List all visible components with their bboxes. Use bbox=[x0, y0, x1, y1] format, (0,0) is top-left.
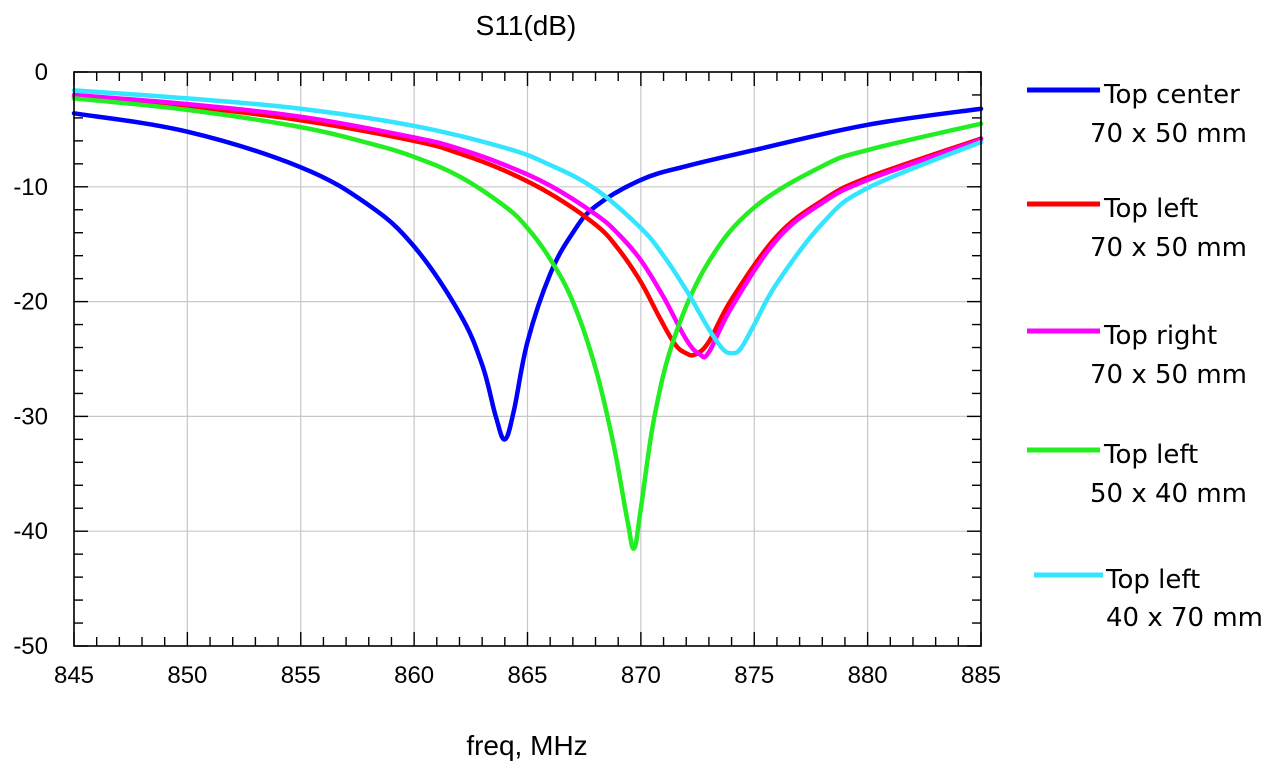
series-layer bbox=[71, 88, 984, 551]
x-tick-label: 850 bbox=[167, 662, 207, 689]
x-tick-labels: 845 850 855 860 865 870 875 880 885 bbox=[54, 662, 1001, 689]
x-tick-label: 845 bbox=[54, 662, 94, 689]
x-tick-label: 870 bbox=[621, 662, 661, 689]
x-tick-label: 860 bbox=[394, 662, 434, 689]
x-tick-label: 885 bbox=[961, 662, 1001, 689]
legend-item-3: Top right 70 x 50 mm bbox=[1027, 321, 1247, 390]
legend-sublabel: 70 x 50 mm bbox=[1090, 360, 1247, 390]
series-line-4 bbox=[71, 96, 984, 551]
legend-sublabel: 50 x 40 mm bbox=[1090, 479, 1247, 509]
legend-sublabel: 40 x 70 mm bbox=[1106, 603, 1263, 633]
y-tick-labels: 0 -10 -20 -30 -40 -50 bbox=[13, 59, 48, 660]
legend-item-2: Top left 70 x 50 mm bbox=[1027, 194, 1247, 263]
series-line-3 bbox=[71, 92, 984, 360]
legend-item-4: Top left 50 x 40 mm bbox=[1027, 440, 1247, 509]
x-axis-label: freq, MHz bbox=[466, 730, 587, 761]
series-line-1 bbox=[71, 106, 984, 442]
series-line-2 bbox=[71, 95, 984, 358]
chart-title: S11(dB) bbox=[476, 10, 577, 41]
plot-border bbox=[73, 71, 982, 647]
x-tick-label: 875 bbox=[734, 662, 774, 689]
legend-sublabel: 70 x 50 mm bbox=[1090, 119, 1247, 149]
y-tick-label: -10 bbox=[13, 174, 48, 201]
legend-item-5: Top left 40 x 70 mm bbox=[1034, 565, 1263, 633]
y-tick-label: 0 bbox=[35, 59, 48, 86]
x-tick-label: 855 bbox=[281, 662, 321, 689]
series-line-5 bbox=[71, 88, 984, 356]
y-tick-label: -20 bbox=[13, 289, 48, 316]
legend-sublabel: 70 x 50 mm bbox=[1090, 233, 1247, 263]
y-tick-label: -50 bbox=[13, 633, 48, 660]
legend-item-1: Top center 70 x 50 mm bbox=[1027, 80, 1247, 149]
legend-label: Top left bbox=[1105, 565, 1200, 595]
x-tick-label: 880 bbox=[848, 662, 888, 689]
y-tick-label: -30 bbox=[13, 403, 48, 430]
x-tick-label: 865 bbox=[507, 662, 547, 689]
y-tick-label: -40 bbox=[13, 518, 48, 545]
legend-label: Top center bbox=[1103, 80, 1240, 110]
legend-label: Top left bbox=[1103, 440, 1198, 470]
legend-label: Top left bbox=[1103, 194, 1198, 224]
legend-label: Top right bbox=[1103, 321, 1217, 351]
